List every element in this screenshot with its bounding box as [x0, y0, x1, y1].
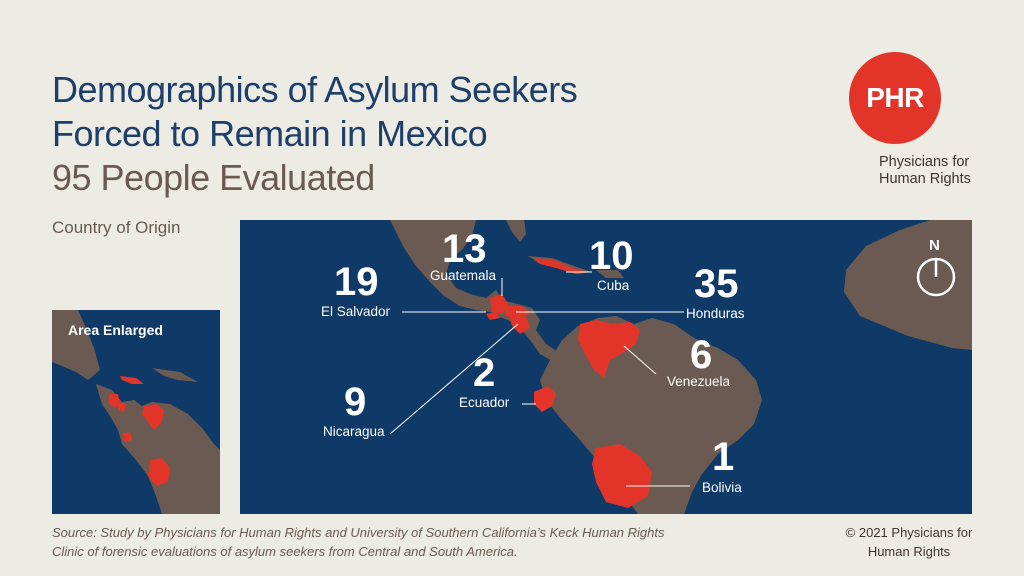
subtitle: 95 People Evaluated [52, 157, 375, 198]
venezuela-label: Venezuela [667, 374, 731, 389]
guatemala-shape [490, 294, 508, 314]
el-salvador-shape [486, 312, 500, 320]
copyright: © 2021 Physicians for Human Rights [845, 525, 973, 559]
guatemala-count: 13 [442, 227, 487, 271]
guatemala-label: Guatemala [430, 268, 497, 283]
bolivia-count: 1 [712, 435, 735, 479]
country-of-origin-label: Country of Origin [52, 218, 181, 237]
nicaragua-count: 9 [344, 380, 367, 424]
venezuela-count: 6 [690, 333, 713, 377]
el-salvador-label: El Salvador [321, 304, 391, 319]
compass-icon [916, 257, 956, 297]
phr-logo-text: PHR [866, 82, 924, 113]
nicaragua-shape [510, 316, 530, 334]
compass-north-label: N [929, 237, 940, 254]
cuba-count: 10 [589, 234, 634, 278]
main-map [240, 220, 972, 514]
venezuela-shape [578, 320, 640, 378]
honduras-count: 35 [694, 262, 739, 306]
source-note: Source: Study by Physicians for Human Ri… [52, 525, 665, 559]
bolivia-label: Bolivia [702, 480, 742, 495]
bolivia-shape [592, 444, 652, 508]
page-title: Demographics of Asylum Seekers Forced to… [52, 68, 578, 200]
inset-map [52, 310, 220, 514]
title-line-2: Forced to Remain in Mexico [52, 113, 488, 154]
cuba-shape [534, 258, 588, 274]
nicaragua-label: Nicaragua [323, 424, 385, 439]
inset-title: Area Enlarged [68, 322, 163, 338]
ecuador-shape [534, 386, 556, 412]
ecuador-label: Ecuador [459, 395, 510, 410]
cuba-label: Cuba [597, 278, 630, 293]
title-line-1: Demographics of Asylum Seekers [52, 69, 578, 110]
phr-logo: PHR [849, 52, 941, 144]
org-name: Physicians for Human Rights [879, 154, 971, 187]
honduras-label: Honduras [686, 306, 745, 321]
el-salvador-count: 19 [334, 260, 379, 304]
ecuador-count: 2 [473, 351, 496, 395]
